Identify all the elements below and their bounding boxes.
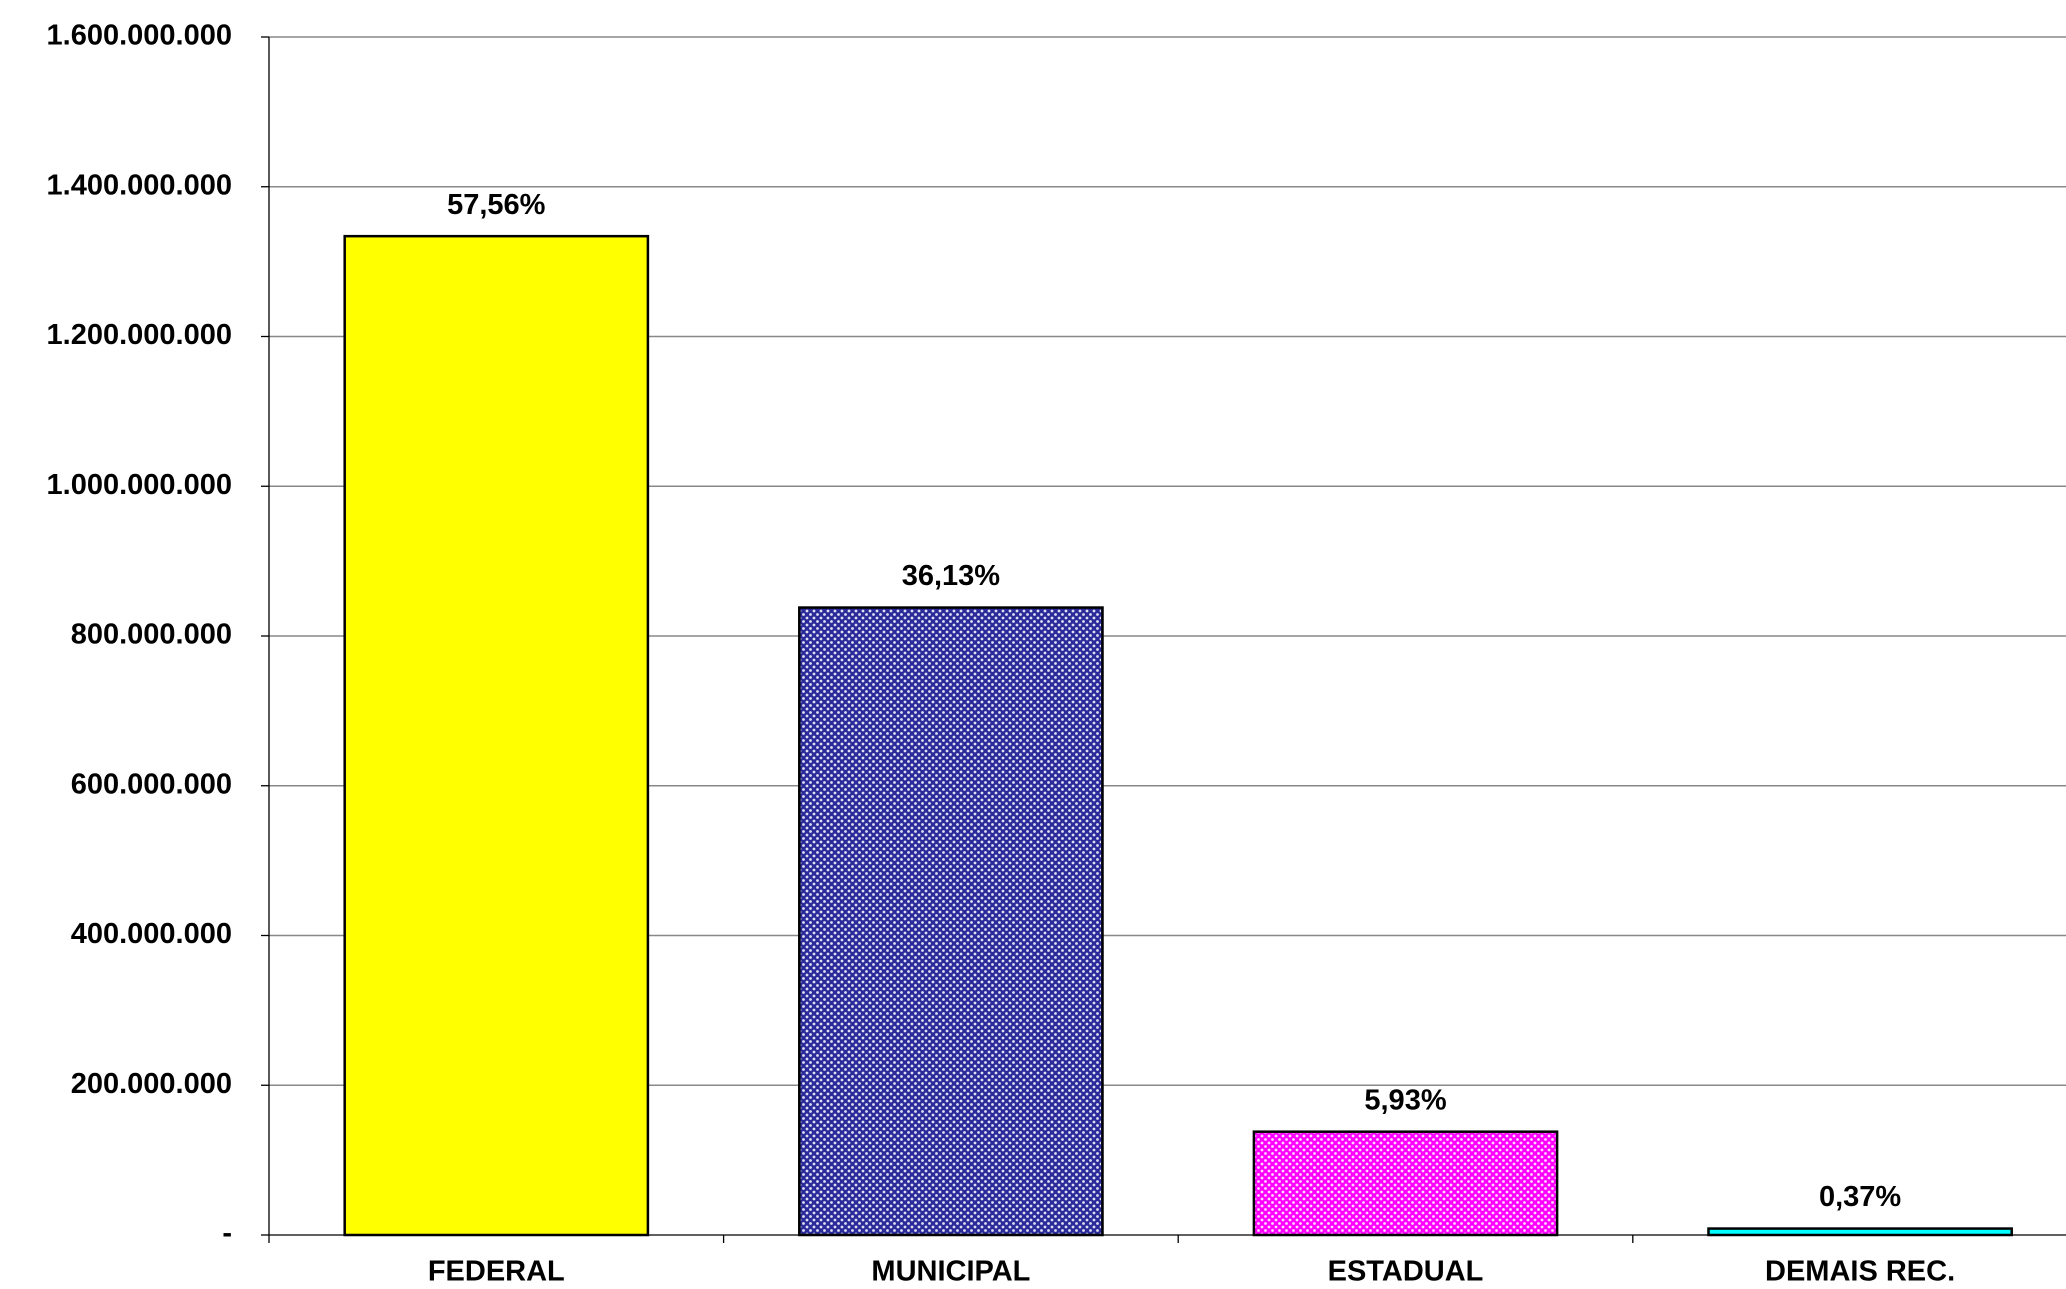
y-tick-label: - xyxy=(222,1218,232,1250)
x-tick-label: FEDERAL xyxy=(428,1256,565,1288)
y-tick-label: 800.000.000 xyxy=(71,619,232,651)
data-label: 36,13% xyxy=(902,560,1001,592)
y-tick-label: 200.000.000 xyxy=(71,1068,232,1100)
x-tick-label: MUNICIPAL xyxy=(871,1256,1030,1288)
bar xyxy=(1707,1227,2013,1237)
data-label: 57,56% xyxy=(447,189,546,221)
y-tick-label: 600.000.000 xyxy=(71,768,232,800)
bar-pattern xyxy=(800,609,1102,1234)
y-tick-label: 400.000.000 xyxy=(71,918,232,950)
x-tick-label: DEMAIS REC. xyxy=(1765,1256,1955,1288)
data-label: 0,37% xyxy=(1819,1181,1901,1213)
x-tick-label: ESTADUAL xyxy=(1328,1256,1484,1288)
y-tick-label: 1.200.000.000 xyxy=(47,319,232,351)
y-tick-label: 1.000.000.000 xyxy=(47,469,232,501)
bar xyxy=(343,234,650,1237)
y-tick-label: 1.400.000.000 xyxy=(47,169,232,201)
bar-pattern xyxy=(1255,1133,1556,1234)
data-label: 5,93% xyxy=(1364,1084,1446,1116)
y-tick-label: 1.600.000.000 xyxy=(47,20,232,52)
